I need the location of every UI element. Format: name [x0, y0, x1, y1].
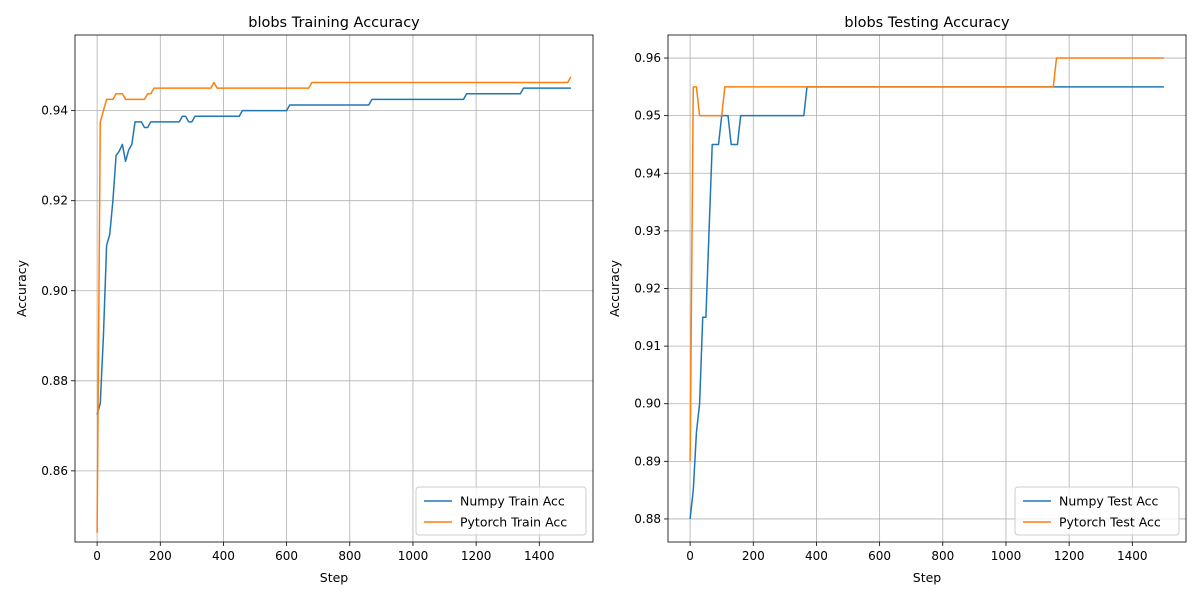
series-line-pytorch — [96, 76, 572, 533]
x-tick-label: 0 — [93, 549, 101, 563]
legend: Numpy Test Acc Pytorch Test Acc — [1014, 486, 1180, 536]
legend-entry: Pytorch Test Acc — [1059, 515, 1161, 530]
series-line-pytorch — [689, 57, 1164, 462]
y-tick-label: 0.90 — [634, 397, 661, 411]
y-tick-label: 0.86 — [41, 464, 68, 478]
legend-entry: Numpy Test Acc — [1059, 494, 1159, 509]
x-tick-label: 1000 — [398, 549, 429, 563]
y-tick-label: 0.91 — [634, 339, 661, 353]
x-axis-label: Step — [320, 570, 349, 585]
x-tick-label: 0 — [686, 549, 694, 563]
y-tick-label: 0.88 — [41, 374, 68, 388]
y-tick-label: 0.95 — [634, 109, 661, 123]
y-tick-label: 0.94 — [634, 166, 661, 180]
series-line-numpy — [96, 87, 571, 415]
legend-entry: Pytorch Train Acc — [460, 515, 567, 530]
y-tick-label: 0.89 — [634, 454, 661, 468]
x-tick-label: 600 — [868, 549, 891, 563]
legend-box — [415, 486, 587, 536]
y-tick-label: 0.88 — [634, 512, 661, 526]
y-tick-label: 0.90 — [41, 284, 68, 298]
y-tick-label: 0.93 — [634, 224, 661, 238]
y-tick-label: 0.92 — [41, 194, 68, 208]
series-line-numpy — [689, 86, 1164, 520]
x-tick-label: 400 — [212, 549, 235, 563]
x-tick-label: 1400 — [1117, 549, 1148, 563]
x-axis-label: Step — [913, 570, 942, 585]
chart-panel-1: 0 200 400 600 800 1000 1200 1400 0.86 0.88 0.90 0.9… — [14, 15, 594, 585]
x-tick-label: 200 — [149, 549, 172, 563]
x-tick-label: 200 — [742, 549, 765, 563]
x-tick-label: 1200 — [1054, 549, 1085, 563]
x-tick-label: 600 — [275, 549, 298, 563]
x-tick-label: 1000 — [991, 549, 1022, 563]
x-tick-label: 1400 — [524, 549, 555, 563]
y-tick-label: 0.96 — [634, 51, 661, 65]
chart-panel-2: 0 200 400 600 800 1000 1200 1400 0.88 0.89 0.90 0.9… — [607, 15, 1187, 585]
chart-title: blobs Training Accuracy — [248, 15, 420, 31]
legend: Numpy Train Acc Pytorch Train Acc — [415, 486, 587, 536]
plot-frame — [74, 34, 594, 543]
y-tick-label: 0.92 — [634, 282, 661, 296]
legend-box — [1014, 486, 1180, 536]
x-tick-label: 800 — [931, 549, 954, 563]
x-tick-label: 800 — [338, 549, 361, 563]
legend-entry: Numpy Train Acc — [460, 494, 565, 509]
y-axis-label: Accuracy — [607, 259, 622, 317]
y-axis-label: Accuracy — [14, 259, 29, 317]
chart-title: blobs Testing Accuracy — [844, 15, 1010, 31]
x-tick-label: 400 — [805, 549, 828, 563]
x-tick-label: 1200 — [461, 549, 492, 563]
y-tick-label: 0.94 — [41, 104, 68, 118]
